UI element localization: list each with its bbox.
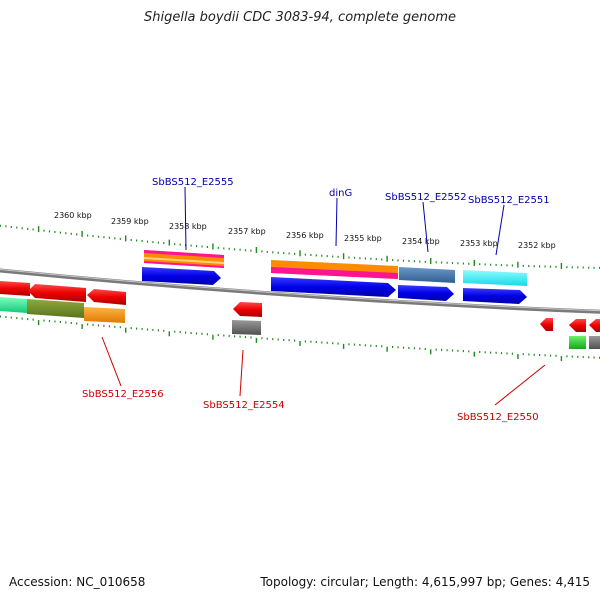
gene-arrow-reverse (540, 318, 553, 331)
gene-arrow-reverse (0, 281, 30, 296)
gene-label: SbBS512_E2550 (457, 412, 539, 423)
tick-label: 2357 kbp (228, 227, 266, 236)
gene-label: SbBS512_E2552 (385, 192, 467, 203)
gene-arrow-forward (142, 267, 221, 285)
tick-label: 2353 kbp (460, 239, 498, 248)
tick-label: 2354 kbp (402, 237, 440, 246)
gene-arrow-reverse (233, 302, 262, 317)
gene-label: SbBS512_E2556 (82, 389, 164, 400)
genome-backbone (0, 268, 600, 314)
gene-arrow-reverse (569, 319, 586, 332)
feature-track-upper (142, 250, 527, 304)
gene-feature-teal (0, 297, 27, 313)
tick-label: 2355 kbp (344, 234, 382, 243)
gene-arrow-forward (398, 285, 454, 301)
feature-track-lower (0, 281, 600, 349)
gene-feature-gray (232, 320, 261, 335)
tick-label: 2359 kbp (111, 217, 149, 226)
gene-label: SbBS512_E2551 (468, 195, 550, 206)
gene-feature-steelblue (399, 267, 455, 283)
title: Shigella boydii CDC 3083-94, complete ge… (143, 10, 457, 25)
genome-summary-text: Topology: circular; Length: 4,615,997 bp… (260, 575, 590, 589)
gene-feature-green (569, 336, 586, 349)
accession-text: Accession: NC_010658 (9, 575, 146, 589)
gene-feature-gray (589, 336, 600, 349)
gene-arrow-forward (271, 277, 396, 297)
gene-feature-olive (27, 299, 84, 318)
tick-label: 2352 kbp (518, 241, 556, 250)
gene-label: SbBS512_E2554 (203, 400, 285, 411)
gene-feature-cyan (463, 270, 527, 286)
label-leaders-upper (184, 186, 505, 256)
gene-arrow-forward (463, 288, 527, 304)
scale-ticks-lower (0, 315, 600, 362)
gene-arrow-reverse (28, 284, 86, 302)
gene-label: dinG (329, 188, 352, 199)
gene-arrow-reverse (87, 289, 126, 305)
gene-label: SbBS512_E2555 (152, 177, 234, 188)
tick-label: 2360 kbp (54, 211, 92, 220)
label-leaders-lower (101, 336, 546, 406)
genome-backbone-highlight (0, 268, 600, 312)
tick-label: 2358 kbp (169, 222, 207, 231)
gene-feature-orange (84, 307, 125, 323)
tick-label: 2356 kbp (286, 231, 324, 240)
gene-arrow-reverse (589, 319, 600, 332)
